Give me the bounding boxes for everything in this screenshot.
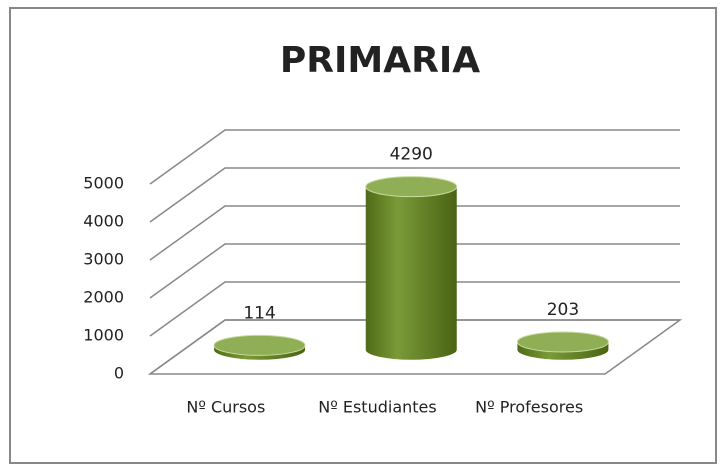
y-tick-label: 0 — [114, 364, 124, 383]
x-tick-label: Nº Profesores — [475, 398, 583, 417]
value-label: 114 — [243, 303, 275, 323]
grid-line — [149, 205, 680, 261]
y-tick-label: 4000 — [83, 212, 124, 231]
x-tick-label: Nº Estudiantes — [318, 398, 436, 417]
value-label: 4290 — [390, 145, 433, 165]
x-tick-label: Nº Cursos — [186, 398, 265, 417]
y-tick-label: 2000 — [83, 288, 124, 307]
bar — [213, 334, 306, 360]
bar-top — [213, 334, 306, 356]
y-tick-label: 5000 — [83, 174, 124, 193]
chart-border — [9, 7, 717, 464]
value-label: 203 — [547, 300, 579, 320]
grid-line — [149, 243, 680, 299]
bar — [516, 331, 609, 360]
grid-line — [149, 129, 680, 185]
bar-body — [365, 186, 457, 360]
y-tick-label: 3000 — [83, 250, 124, 269]
bar-top — [365, 176, 458, 198]
grid-line — [149, 319, 680, 375]
grid-line — [149, 281, 680, 337]
grid-line — [149, 167, 680, 223]
chart-title: PRIMARIA — [280, 40, 480, 81]
y-tick-label: 1000 — [83, 326, 124, 345]
bar-top — [516, 331, 609, 353]
bar — [365, 176, 458, 360]
